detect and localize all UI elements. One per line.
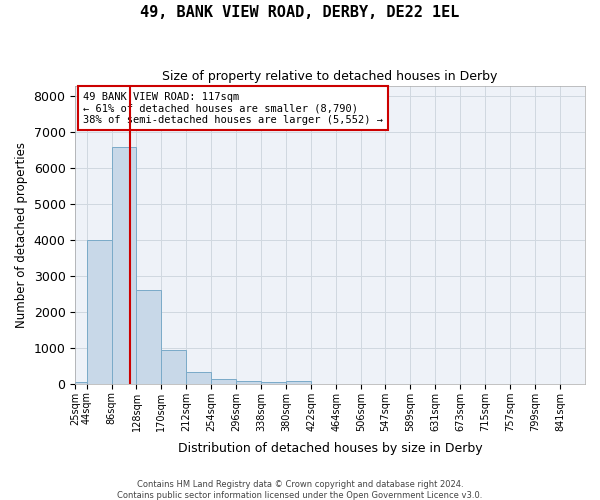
Bar [286,381,311,384]
Text: 49 BANK VIEW ROAD: 117sqm
← 61% of detached houses are smaller (8,790)
38% of se: 49 BANK VIEW ROAD: 117sqm ← 61% of detac… [83,92,383,124]
Y-axis label: Number of detached properties: Number of detached properties [15,142,28,328]
Bar [136,290,161,384]
Bar [75,382,86,384]
Bar [86,240,112,384]
Bar [261,382,286,384]
Bar [236,381,261,384]
Title: Size of property relative to detached houses in Derby: Size of property relative to detached ho… [163,70,498,83]
X-axis label: Distribution of detached houses by size in Derby: Distribution of detached houses by size … [178,442,482,455]
Bar [211,379,236,384]
Text: 49, BANK VIEW ROAD, DERBY, DE22 1EL: 49, BANK VIEW ROAD, DERBY, DE22 1EL [140,5,460,20]
Bar [112,146,136,384]
Bar [187,372,211,384]
Bar [161,350,187,384]
Text: Contains HM Land Registry data © Crown copyright and database right 2024.
Contai: Contains HM Land Registry data © Crown c… [118,480,482,500]
